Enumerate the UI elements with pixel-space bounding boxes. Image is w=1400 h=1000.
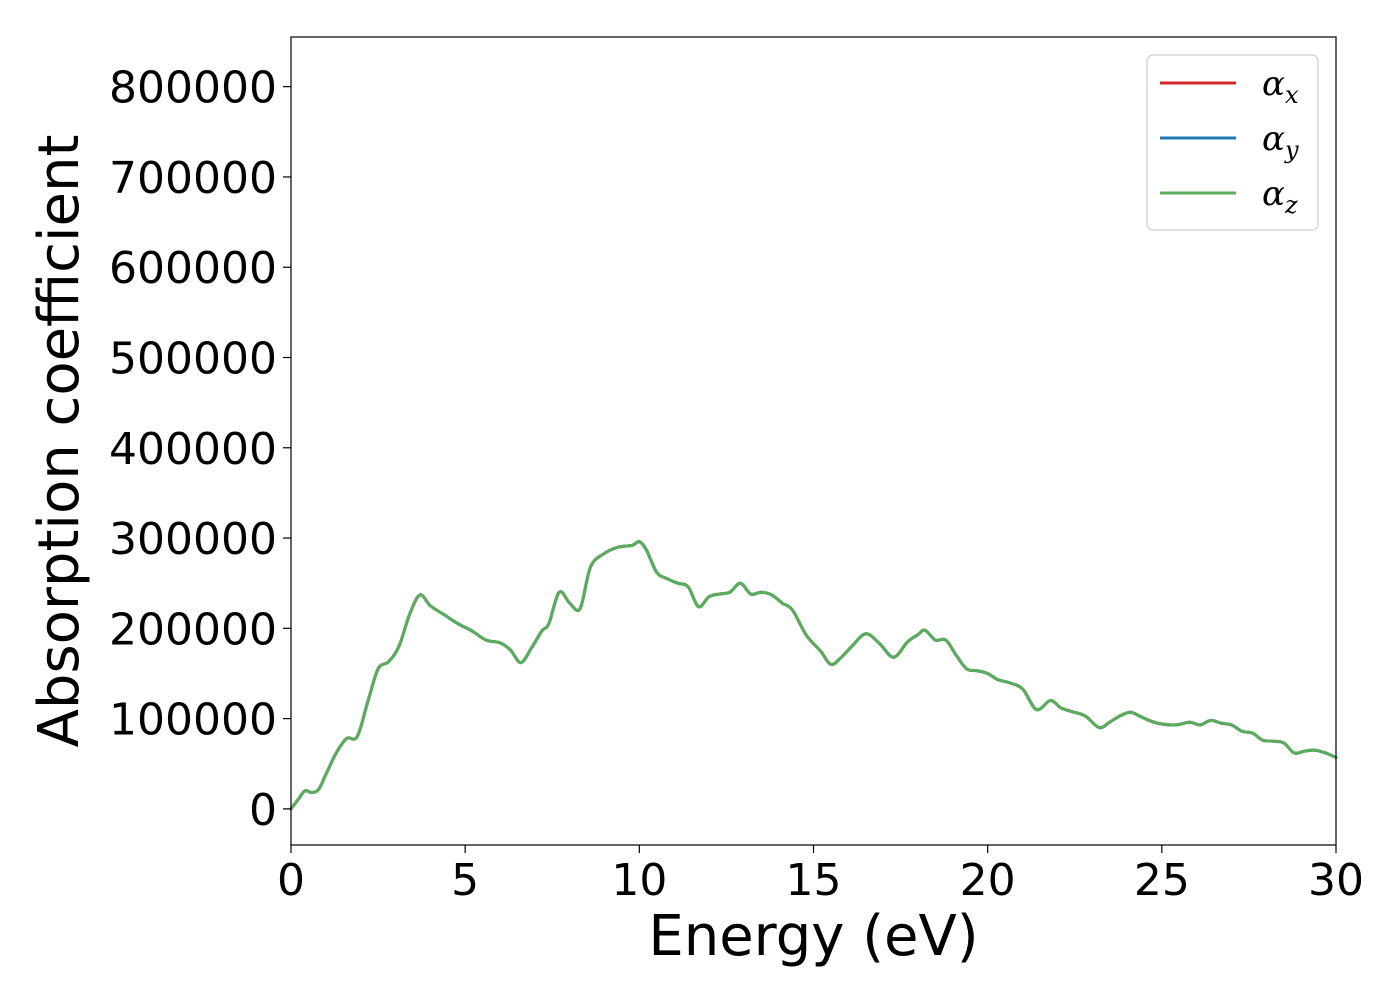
x-axis: 0 5 10 15 20 25 30 [277,845,1364,906]
legend: αx αy αz [1146,54,1319,231]
y-tick-label: 800000 [109,63,277,114]
x-tick-label: 0 [277,855,305,906]
x-tick-label: 30 [1308,855,1364,906]
legend-label: αy [1262,119,1299,164]
x-tick-label: 20 [960,855,1016,906]
y-tick-label: 100000 [109,695,277,746]
x-tick-label: 15 [786,855,842,906]
y-tick-label: 200000 [109,604,277,655]
x-tick-label: 10 [611,855,667,906]
x-axis-title: Energy (eV) [648,904,978,969]
y-axis: 0 100000 200000 300000 400000 500000 600000 700… [109,63,291,836]
y-tick-label: 400000 [109,424,277,475]
y-tick-label: 300000 [109,514,277,565]
legend-label: αz [1262,174,1298,219]
x-tick-label: 25 [1134,855,1190,906]
y-axis-title: Absorption coefficient [27,135,92,748]
y-tick-label: 500000 [109,333,277,384]
y-tick-label: 700000 [109,153,277,204]
legend-label: αx [1262,64,1299,109]
x-tick-label: 5 [451,855,479,906]
series-line-alpha-z [289,540,1338,811]
y-tick-label: 600000 [109,243,277,294]
series-layer [289,540,1338,811]
y-tick-label: 0 [249,785,277,836]
legend-box [1146,54,1319,231]
